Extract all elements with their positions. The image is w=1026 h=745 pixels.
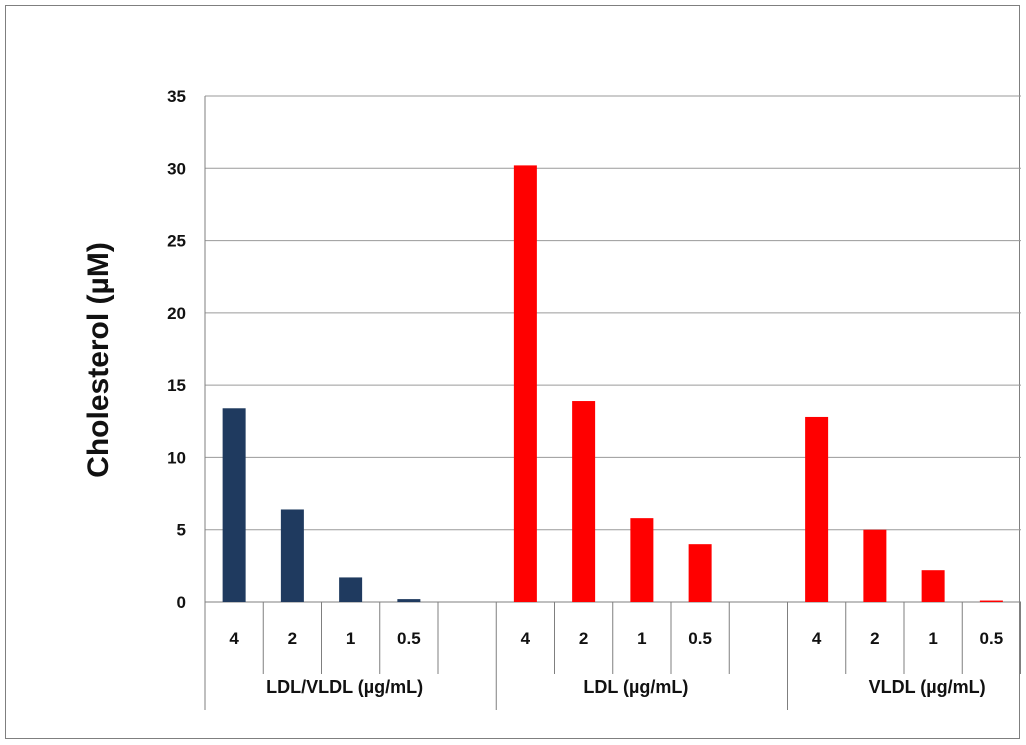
y-tick-label: 35	[167, 87, 186, 106]
x-category-label: 2	[288, 629, 297, 648]
x-category-label: 0.5	[397, 629, 421, 648]
chart-frame	[5, 5, 1020, 739]
y-tick-label: 0	[177, 593, 186, 612]
x-group-label: VLDL (µg/mL)	[869, 677, 986, 697]
bar	[863, 529, 887, 602]
x-category-label: 0.5	[688, 629, 712, 648]
x-category-label: 1	[928, 629, 937, 648]
y-tick-label: 30	[167, 159, 186, 178]
x-group-label: LDL (µg/mL)	[583, 677, 688, 697]
y-tick-label: 15	[167, 376, 186, 395]
y-tick-label: 10	[167, 448, 186, 467]
bar	[805, 416, 829, 602]
y-tick-label: 25	[167, 232, 186, 251]
bars	[222, 165, 1003, 602]
bar	[339, 577, 363, 602]
bar	[630, 518, 654, 602]
bar	[513, 165, 537, 602]
bar	[979, 600, 1003, 602]
x-category-label: 1	[346, 629, 355, 648]
x-category-label: 2	[579, 629, 588, 648]
x-category-label: 0.5	[980, 629, 1004, 648]
bar	[921, 570, 945, 602]
gridlines	[204, 95, 1021, 603]
bar	[397, 599, 421, 602]
x-category-label: 1	[637, 629, 646, 648]
bar	[572, 401, 596, 602]
bar	[280, 509, 304, 602]
x-category-label: 2	[870, 629, 879, 648]
x-category-label: 4	[521, 629, 531, 648]
y-tick-label: 5	[177, 521, 186, 540]
x-group-label: LDL/VLDL (µg/mL)	[266, 677, 423, 697]
x-category-label: 4	[229, 629, 239, 648]
y-tick-labels: 0 5 10 15 20 25 30 35	[167, 87, 186, 612]
y-axis-label: Cholesterol (µM)	[82, 242, 115, 478]
x-axis-table: 4 2 1 0.5 LDL/VLDL (µg/mL) 4 2 1 0.5 LDL (µg/mL) 4…	[204, 602, 1021, 710]
bar	[222, 408, 246, 602]
y-tick-label: 20	[167, 304, 186, 323]
bar	[688, 544, 712, 602]
x-category-label: 4	[812, 629, 822, 648]
